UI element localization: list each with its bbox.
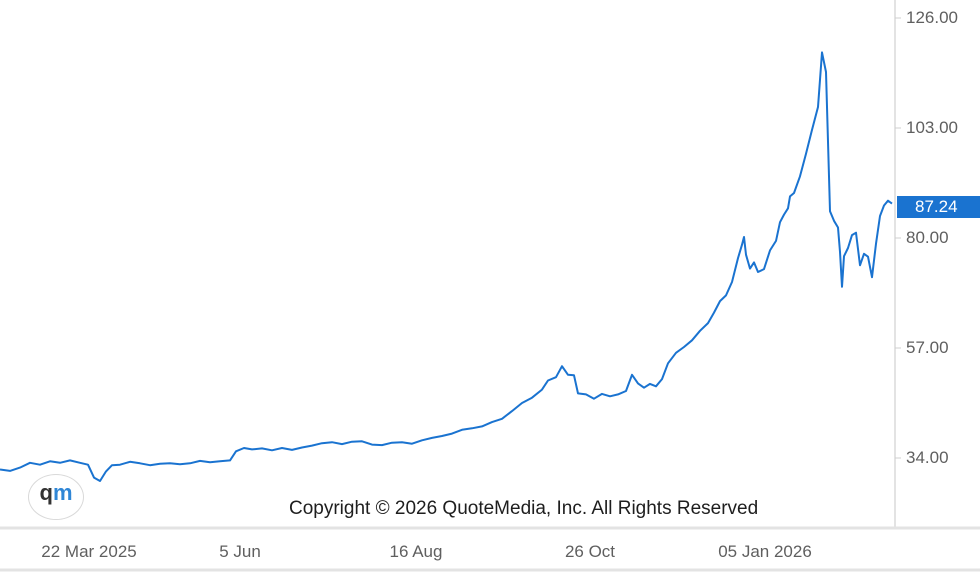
x-tick-label: 5 Jun (219, 542, 261, 561)
y-tick-marks (895, 17, 901, 459)
quotemedia-logo-icon: qm (28, 474, 84, 520)
y-tick-label: 126.00 (906, 8, 958, 27)
last-price-badge: 87.24 (897, 196, 980, 218)
x-tick-label: 22 Mar 2025 (41, 542, 137, 561)
x-tick-label: 16 Aug (389, 542, 443, 561)
y-tick-label: 34.00 (906, 448, 949, 467)
copyright-notice: Copyright © 2026 QuoteMedia, Inc. All Ri… (289, 498, 759, 519)
x-tick-label: 26 Oct (564, 542, 616, 561)
price-line (0, 51, 893, 482)
x-tick-label: 05 Jan 2026 (718, 542, 812, 561)
y-tick-label: 80.00 (906, 228, 949, 247)
y-tick-label: 57.00 (906, 338, 949, 357)
y-tick-label: 103.00 (906, 118, 958, 137)
